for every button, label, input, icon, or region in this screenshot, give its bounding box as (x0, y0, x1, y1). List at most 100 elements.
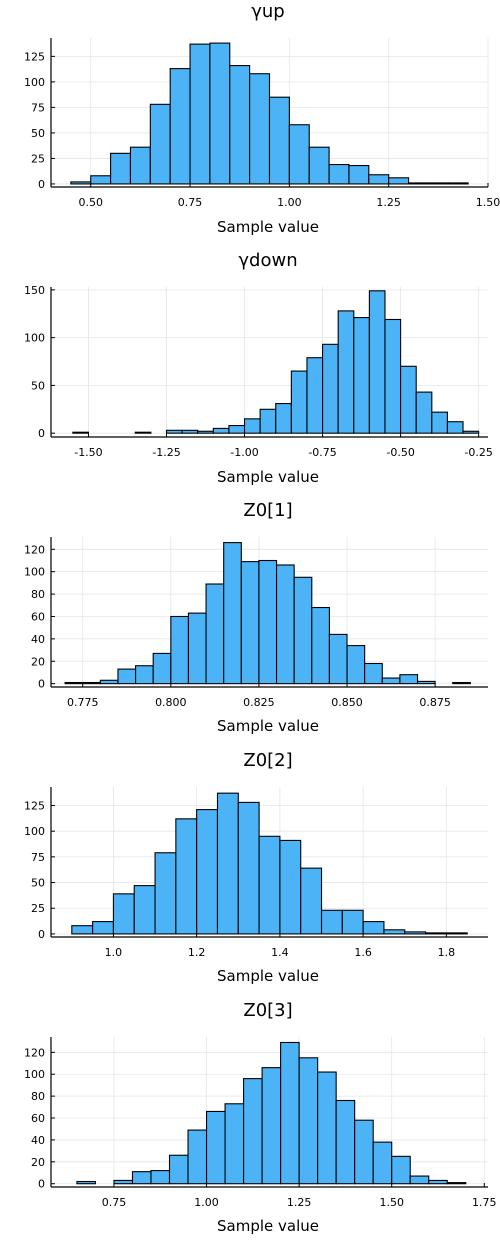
histogram-bar (117, 668, 137, 685)
histogram-bar (228, 424, 246, 434)
x-tick-label: 1.6 (354, 946, 372, 959)
histogram-bar (308, 146, 330, 185)
y-tick-label: 50 (31, 877, 45, 890)
histogram-bar (306, 357, 324, 434)
histogram-bar (298, 1057, 319, 1185)
histogram-bar (258, 559, 278, 685)
y-tick-label: 75 (31, 101, 45, 114)
histogram-bar (135, 665, 154, 685)
histogram-bar (212, 427, 230, 434)
y-tick-label: 25 (31, 152, 45, 165)
y-tick-label: 125 (24, 50, 45, 63)
histogram-bar (354, 1119, 374, 1185)
histogram-bar (335, 1099, 356, 1185)
histogram-bar (169, 68, 191, 185)
x-tick-label: 1.50 (476, 196, 500, 209)
histogram-bar (341, 909, 364, 935)
histogram-bar (134, 431, 152, 434)
y-tick-label: 100 (24, 566, 45, 579)
histogram-bar (311, 606, 330, 685)
histogram-bar (196, 809, 219, 935)
y-tick-label: 20 (31, 1156, 45, 1169)
y-tick-label: 125 (24, 799, 45, 812)
histogram-bar (187, 1129, 208, 1185)
y-tick-label: 0 (38, 1178, 45, 1191)
histogram-bar (71, 925, 94, 935)
histogram-bar (446, 1182, 467, 1185)
subplot-z0-3: Z0[3] Sample value 0.75 1.00 1.25 1.50 1.75 0… (24, 1000, 497, 1235)
chart-title: γup (251, 1, 285, 22)
x-tick-label: 0.800 (155, 696, 187, 709)
x-tick-label: 0.75 (102, 1196, 127, 1209)
histogram-bar (165, 429, 183, 434)
histogram-bar (372, 1141, 393, 1185)
histogram-bar (209, 42, 231, 185)
x-tick-label: 0.50 (78, 196, 103, 209)
subplot-z0-1: Z0[1] Sample value 0.775 0.800 0.825 0.850 0… (24, 500, 488, 735)
histogram-bar (320, 909, 343, 935)
y-tick-label: 80 (31, 1090, 45, 1103)
x-tick-label: 1.0 (105, 946, 123, 959)
histogram-bar (404, 931, 427, 935)
histogram-bar (275, 564, 295, 685)
y-tick-label: 0 (38, 178, 45, 191)
histogram-bar (328, 633, 348, 685)
histogram-bar (99, 679, 119, 685)
histogram-bar (362, 921, 385, 935)
y-tick-label: 120 (24, 543, 45, 556)
histogram-bar (237, 801, 260, 935)
y-tick-label: 100 (24, 825, 45, 838)
histogram-bars (64, 542, 471, 685)
histogram-bar (290, 370, 308, 434)
histogram-bar (427, 182, 449, 185)
histogram-bars (72, 290, 480, 434)
y-tick-label: 100 (24, 332, 45, 345)
histogram-bar (249, 73, 271, 185)
x-tick-label: 0.75 (178, 196, 203, 209)
histogram-bar (189, 43, 211, 185)
histogram-bar (113, 1179, 134, 1185)
histogram-bar (428, 1179, 448, 1185)
histogram-bar (240, 561, 260, 685)
subplot-gamma-up: γup Sample value 0.50 0.75 1.00 1.25 1.50 0 25… (24, 1, 500, 236)
y-tick-label: 40 (31, 1134, 45, 1147)
x-tick-label: -0.75 (308, 446, 336, 459)
x-tick-label: -1.25 (152, 446, 180, 459)
histogram-bar (243, 1078, 263, 1185)
histogram-bar (300, 867, 323, 935)
histogram-bar (447, 182, 469, 185)
subplot-gamma-down: γdown Sample value -1.50 -1.25 -1.00 -0.75 -… (24, 250, 493, 486)
x-tick-label: 1.00 (194, 1196, 219, 1209)
y-tick-label: 50 (31, 127, 45, 140)
x-axis-label: Sample value (217, 468, 319, 486)
histogram-bar (229, 65, 251, 185)
histogram-bar (275, 403, 292, 434)
histogram-bar (187, 612, 207, 685)
histogram-bar (76, 1180, 96, 1185)
histogram-bar (399, 674, 419, 685)
chart-title: γdown (238, 250, 297, 271)
histogram-bar (82, 681, 101, 685)
histogram-bar (258, 835, 281, 935)
histogram-bar (92, 921, 114, 935)
histogram-bar (223, 542, 242, 685)
y-tick-label: 25 (31, 902, 45, 915)
histogram-bar (224, 1103, 245, 1185)
histogram-bar (400, 365, 417, 434)
histogram-bar (129, 146, 151, 185)
histogram-bar (322, 343, 339, 434)
x-tick-label: 0.875 (419, 696, 451, 709)
histogram-bar (259, 408, 277, 434)
histogram-bar (205, 1110, 226, 1185)
histogram-bar (415, 391, 433, 434)
x-tick-label: 1.75 (472, 1196, 497, 1209)
chart-title: Z0[3] (243, 1000, 292, 1021)
histogram-bar (346, 645, 366, 685)
histogram-bar (170, 615, 189, 685)
x-axis-label: Sample value (217, 967, 319, 985)
histogram-bar (261, 1067, 282, 1185)
histogram-bars (76, 1041, 467, 1185)
y-tick-label: 60 (31, 610, 45, 623)
